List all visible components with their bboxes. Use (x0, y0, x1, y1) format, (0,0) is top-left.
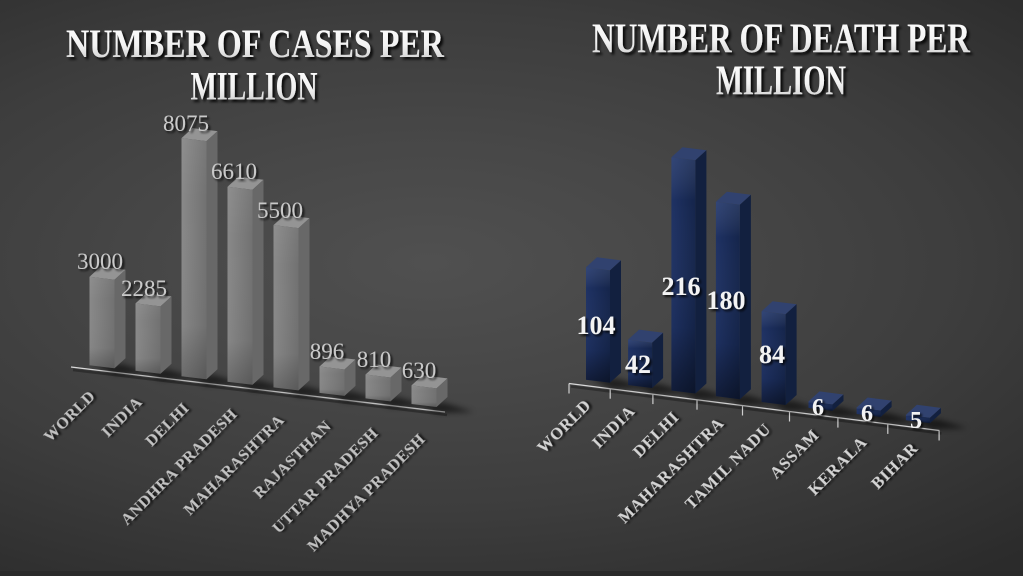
svg-text:84: 84 (759, 340, 785, 369)
svg-text:NUMBER OF DEATH PER: NUMBER OF DEATH PER (592, 16, 971, 63)
svg-text:5500: 5500 (257, 198, 303, 223)
svg-text:42: 42 (625, 350, 651, 379)
svg-text:8075: 8075 (163, 111, 209, 136)
svg-text:MILLION: MILLION (191, 64, 318, 109)
svg-text:180: 180 (707, 286, 746, 315)
svg-text:MILLION: MILLION (716, 58, 846, 105)
svg-text:896: 896 (310, 339, 345, 364)
svg-text:2285: 2285 (121, 276, 167, 301)
svg-text:5: 5 (910, 408, 922, 434)
svg-text:104: 104 (577, 311, 616, 340)
svg-text:6: 6 (861, 401, 873, 427)
svg-text:6610: 6610 (211, 159, 257, 184)
svg-text:6: 6 (812, 395, 824, 421)
svg-text:630: 630 (402, 358, 437, 383)
svg-text:216: 216 (662, 272, 701, 301)
svg-text:3000: 3000 (77, 249, 123, 274)
svg-text:810: 810 (357, 347, 392, 372)
svg-text:NUMBER OF CASES PER: NUMBER OF CASES PER (66, 21, 445, 66)
